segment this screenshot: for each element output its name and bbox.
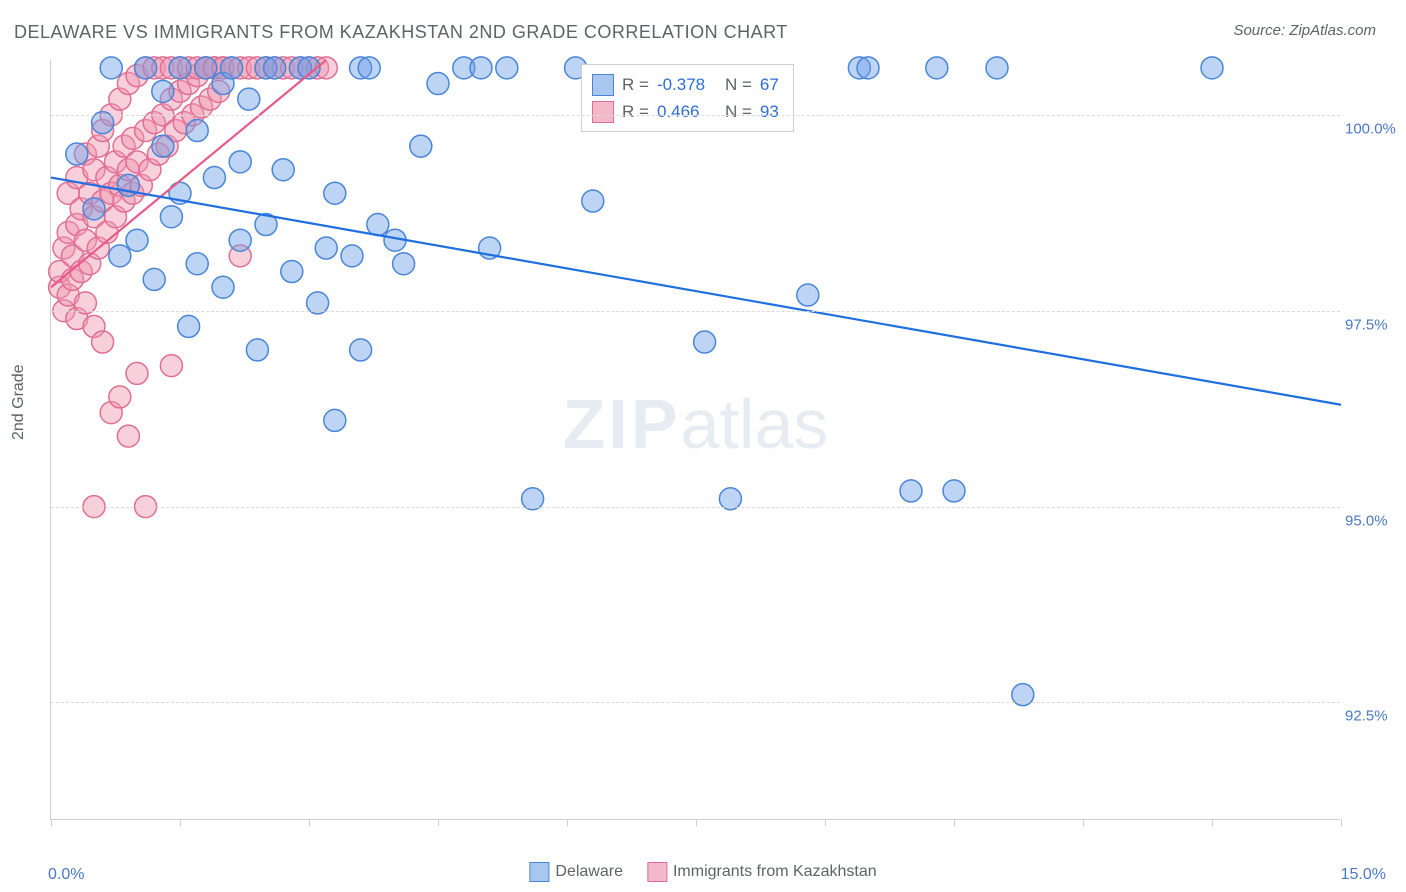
- scatter-point: [324, 182, 346, 204]
- scatter-point: [135, 57, 157, 79]
- stats-r-label: R =: [622, 98, 649, 125]
- stats-swatch: [592, 101, 614, 123]
- scatter-point: [126, 229, 148, 251]
- scatter-point: [272, 159, 294, 181]
- legend-swatch: [529, 862, 549, 882]
- scatter-point: [178, 315, 200, 337]
- stats-legend-box: R = -0.378 N = 67 R = 0.466 N = 93: [581, 64, 794, 132]
- x-tick: [180, 819, 181, 826]
- x-axis-max-label: 15.0%: [1341, 866, 1386, 884]
- x-axis-min-label: 0.0%: [48, 866, 84, 884]
- scatter-point: [229, 229, 251, 251]
- scatter-point: [324, 409, 346, 431]
- source-label: Source: ZipAtlas.com: [1233, 22, 1376, 39]
- stats-r-value: -0.378: [657, 71, 717, 98]
- scatter-point: [143, 268, 165, 290]
- x-tick: [1083, 819, 1084, 826]
- stats-r-value: 0.466: [657, 98, 717, 125]
- stats-n-value: 67: [760, 71, 779, 98]
- scatter-point: [229, 151, 251, 173]
- scatter-point: [160, 206, 182, 228]
- scatter-point: [986, 57, 1008, 79]
- scatter-point: [582, 190, 604, 212]
- stats-n-label: N =: [725, 98, 752, 125]
- scatter-svg: [51, 60, 1340, 819]
- plot-area: ZIPatlas R =-0.378N =67R =0.466N =93 92.…: [50, 60, 1340, 820]
- gridline-h: [51, 115, 1340, 116]
- scatter-point: [246, 339, 268, 361]
- scatter-point: [152, 80, 174, 102]
- legend-swatch: [647, 862, 667, 882]
- x-tick: [825, 819, 826, 826]
- scatter-point: [857, 57, 879, 79]
- scatter-point: [797, 284, 819, 306]
- scatter-point: [195, 57, 217, 79]
- x-tick: [1212, 819, 1213, 826]
- scatter-point: [341, 245, 363, 267]
- x-tick: [438, 819, 439, 826]
- scatter-point: [186, 120, 208, 142]
- y-axis-title: 2nd Grade: [10, 364, 28, 440]
- legend-item: Immigrants from Kazakhstan: [647, 862, 877, 882]
- scatter-point: [109, 245, 131, 267]
- scatter-point: [315, 237, 337, 259]
- scatter-point: [926, 57, 948, 79]
- scatter-point: [152, 135, 174, 157]
- scatter-point: [126, 362, 148, 384]
- legend-label: Immigrants from Kazakhstan: [673, 863, 877, 880]
- scatter-point: [212, 276, 234, 298]
- scatter-point: [900, 480, 922, 502]
- y-tick-label: 97.5%: [1345, 316, 1400, 333]
- scatter-point: [496, 57, 518, 79]
- legend-bottom: Delaware Immigrants from Kazakhstan: [529, 862, 876, 882]
- scatter-point: [117, 425, 139, 447]
- chart-title: DELAWARE VS IMMIGRANTS FROM KAZAKHSTAN 2…: [14, 22, 788, 43]
- y-tick-label: 100.0%: [1345, 120, 1400, 137]
- scatter-point: [109, 386, 131, 408]
- scatter-point: [186, 253, 208, 275]
- legend-label: Delaware: [555, 863, 623, 880]
- scatter-point: [470, 57, 492, 79]
- scatter-point: [264, 57, 286, 79]
- stats-n-value: 93: [760, 98, 779, 125]
- legend-item: Delaware: [529, 862, 623, 882]
- y-tick-label: 95.0%: [1345, 512, 1400, 529]
- scatter-point: [943, 480, 965, 502]
- scatter-point: [358, 57, 380, 79]
- stats-row: R = -0.378 N = 67: [592, 71, 779, 98]
- x-tick: [696, 819, 697, 826]
- scatter-point: [410, 135, 432, 157]
- x-tick: [567, 819, 568, 826]
- scatter-point: [100, 57, 122, 79]
- scatter-point: [238, 88, 260, 110]
- x-tick: [1341, 819, 1342, 826]
- scatter-point: [66, 143, 88, 165]
- scatter-point: [281, 261, 303, 283]
- scatter-point: [169, 57, 191, 79]
- stats-row: R = 0.466 N = 93: [592, 98, 779, 125]
- scatter-point: [1201, 57, 1223, 79]
- stats-r-label: R =: [622, 71, 649, 98]
- scatter-point: [350, 339, 372, 361]
- stats-swatch: [592, 74, 614, 96]
- scatter-point: [694, 331, 716, 353]
- trend-line: [51, 178, 1341, 405]
- scatter-point: [203, 167, 225, 189]
- y-tick-label: 92.5%: [1345, 708, 1400, 725]
- scatter-point: [393, 253, 415, 275]
- x-tick: [51, 819, 52, 826]
- scatter-point: [427, 73, 449, 95]
- x-tick: [954, 819, 955, 826]
- scatter-point: [367, 214, 389, 236]
- scatter-point: [221, 57, 243, 79]
- stats-n-label: N =: [725, 71, 752, 98]
- scatter-point: [92, 331, 114, 353]
- scatter-point: [160, 355, 182, 377]
- gridline-h: [51, 311, 1340, 312]
- x-tick: [309, 819, 310, 826]
- gridline-h: [51, 702, 1340, 703]
- gridline-h: [51, 507, 1340, 508]
- scatter-point: [83, 198, 105, 220]
